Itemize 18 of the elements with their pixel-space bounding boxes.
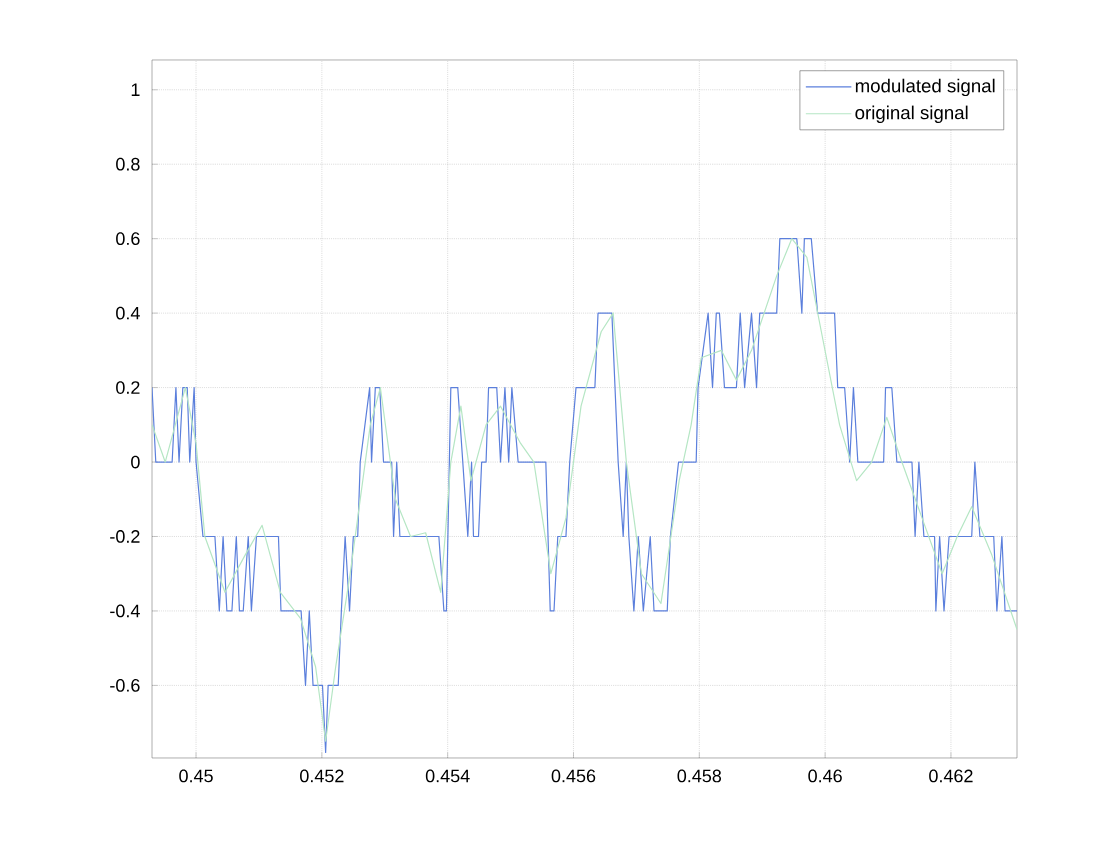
x-tick-label: 0.456 <box>551 769 596 783</box>
y-tick-label: -0.6 <box>110 679 140 692</box>
x-tick-label: 0.462 <box>929 769 973 783</box>
y-tick-label: -0.2 <box>110 530 140 543</box>
y-tick-label: 1 <box>131 83 140 96</box>
x-tick-label: 0.458 <box>677 769 722 783</box>
y-tick-label: 0.6 <box>116 232 140 246</box>
legend-label: modulated signal <box>855 78 995 97</box>
x-tick-label: 0.454 <box>425 769 470 783</box>
y-tick-label: 0 <box>131 455 140 469</box>
x-tick-label: 0.46 <box>808 769 842 783</box>
y-tick-label: -0.4 <box>110 604 140 618</box>
x-tick-label: 0.452 <box>300 769 344 783</box>
y-tick-label: 0.2 <box>116 381 140 394</box>
x-tick-label: 0.45 <box>179 769 213 783</box>
y-tick-label: 0.4 <box>116 306 140 320</box>
legend-label: original signal <box>855 105 968 124</box>
y-tick-label: 0.8 <box>116 157 140 171</box>
